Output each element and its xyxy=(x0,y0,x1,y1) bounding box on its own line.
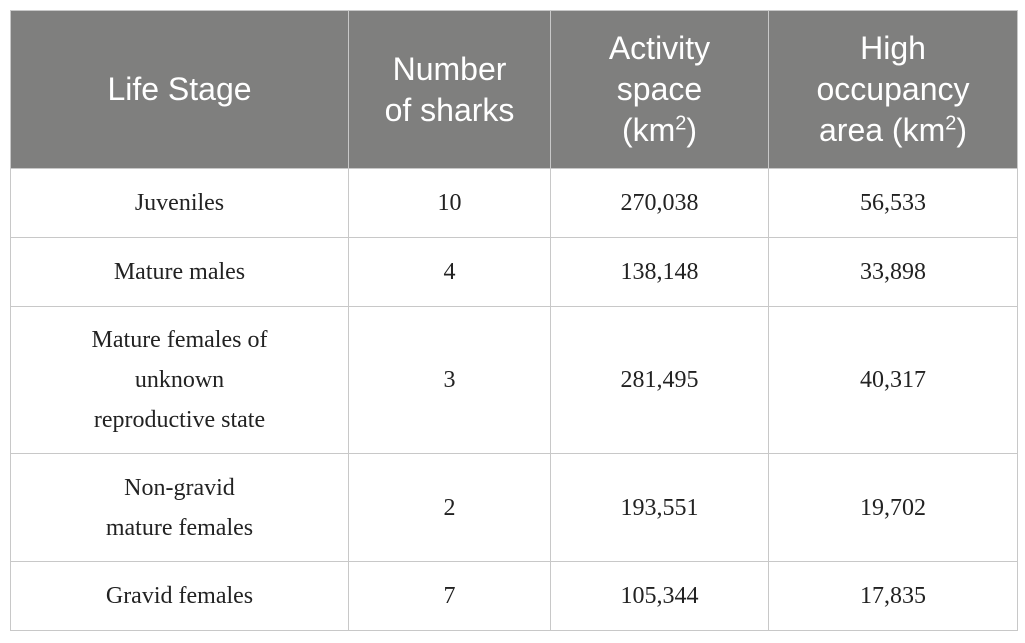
cell-life-stage: Gravid females xyxy=(10,561,349,631)
cell-activity-space: 193,551 xyxy=(550,453,769,562)
header-life-stage: Life Stage xyxy=(10,10,349,169)
header-activity-line-3: (km xyxy=(621,112,676,148)
cell-number-of-sharks: 3 xyxy=(348,306,551,454)
header-activity-superscript: 2 xyxy=(675,112,687,135)
life-stage-text-line-3: reproductive state xyxy=(93,407,266,433)
table-row: Mature females of unknown reproductive s… xyxy=(10,306,1018,454)
cell-number-of-sharks: 4 xyxy=(348,237,551,307)
cell-number-of-sharks: 2 xyxy=(348,453,551,562)
header-high-superscript: 2 xyxy=(945,112,957,135)
life-stage-text-line-1: Non-gravid xyxy=(124,474,235,501)
cell-high-occupancy-area: 33,898 xyxy=(768,237,1018,307)
cell-activity-space: 138,148 xyxy=(550,237,769,307)
table-row: Juveniles 10 270,038 56,533 xyxy=(10,168,1018,238)
header-row: Life Stage Number of sharks Activity spa… xyxy=(10,10,1018,169)
cell-high-occupancy-area: 17,835 xyxy=(768,561,1018,631)
table-row: Mature males 4 138,148 33,898 xyxy=(10,237,1018,307)
cell-activity-space: 105,344 xyxy=(550,561,769,631)
life-stage-text-line-2: unknown xyxy=(134,367,225,393)
header-high-line-1: High xyxy=(860,30,926,66)
cell-life-stage: Non-gravid mature females xyxy=(10,453,349,562)
cell-number-of-sharks: 7 xyxy=(348,561,551,631)
header-number-line-1: Number xyxy=(392,50,507,87)
life-stage-text-line-2: mature females xyxy=(105,514,254,541)
cell-life-stage: Mature males xyxy=(10,237,349,307)
cell-number-of-sharks: 10 xyxy=(348,168,551,238)
header-high-line-2: occupancy xyxy=(816,71,970,107)
life-stage-text: Juveniles xyxy=(134,190,225,216)
header-number-of-sharks: Number of sharks xyxy=(348,10,551,169)
header-number-line-2: of sharks xyxy=(384,91,515,128)
header-activity-line-1: Activity xyxy=(608,30,711,66)
life-stage-text: Gravid females xyxy=(105,583,254,609)
life-stage-text: Mature males xyxy=(113,259,246,285)
table-row: Gravid females 7 105,344 17,835 xyxy=(10,561,1018,631)
cell-activity-space: 281,495 xyxy=(550,306,769,454)
cell-high-occupancy-area: 19,702 xyxy=(768,453,1018,562)
header-high-line-3: area (km xyxy=(818,112,946,148)
header-activity-line-2: space xyxy=(616,71,703,107)
header-high-occupancy-area: High occupancy area (km2) xyxy=(768,10,1018,169)
life-stage-table: Life Stage Number of sharks Activity spa… xyxy=(10,10,1018,631)
header-life-stage-label: Life Stage xyxy=(107,71,252,107)
life-stage-text-line-1: Mature females of xyxy=(91,327,268,353)
header-activity-space: Activity space (km2) xyxy=(550,10,769,169)
cell-life-stage: Juveniles xyxy=(10,168,349,238)
header-high-close: ) xyxy=(956,112,968,148)
data-table-container: Life Stage Number of sharks Activity spa… xyxy=(10,10,1018,631)
cell-high-occupancy-area: 40,317 xyxy=(768,306,1018,454)
cell-life-stage: Mature females of unknown reproductive s… xyxy=(10,306,349,454)
cell-high-occupancy-area: 56,533 xyxy=(768,168,1018,238)
cell-activity-space: 270,038 xyxy=(550,168,769,238)
table-row: Non-gravid mature females 2 193,551 19,7… xyxy=(10,453,1018,562)
header-activity-close: ) xyxy=(686,112,698,148)
